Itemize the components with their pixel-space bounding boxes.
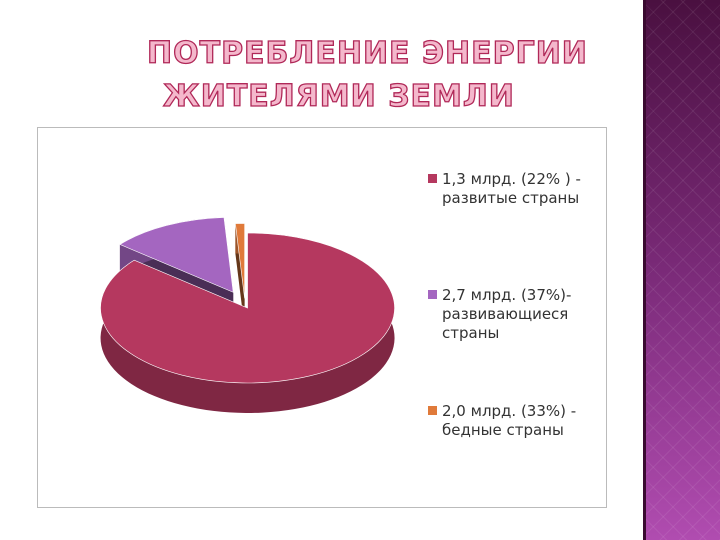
legend-swatch — [428, 174, 437, 183]
pie-slice — [235, 223, 245, 299]
title-line: ПОТРЕБЛЕНИЕ ЭНЕРГИИ — [146, 35, 588, 71]
decor-stripe — [643, 0, 720, 540]
pie-slice — [100, 232, 395, 384]
legend-label: 1,3 млрд. (22% ) - развитые страны — [442, 170, 581, 207]
chart-frame — [37, 127, 607, 508]
legend-label: 2,7 млрд. (37%)- развивающиеся страны — [442, 286, 572, 342]
legend-label: 2,0 млрд. (33%) - бедные страны — [442, 402, 577, 439]
legend-swatch — [428, 290, 437, 299]
pie-slice — [119, 217, 234, 293]
legend-swatch — [428, 406, 437, 415]
title-line: ЖИТЕЛЯМИ ЗЕМЛИ — [162, 78, 515, 114]
